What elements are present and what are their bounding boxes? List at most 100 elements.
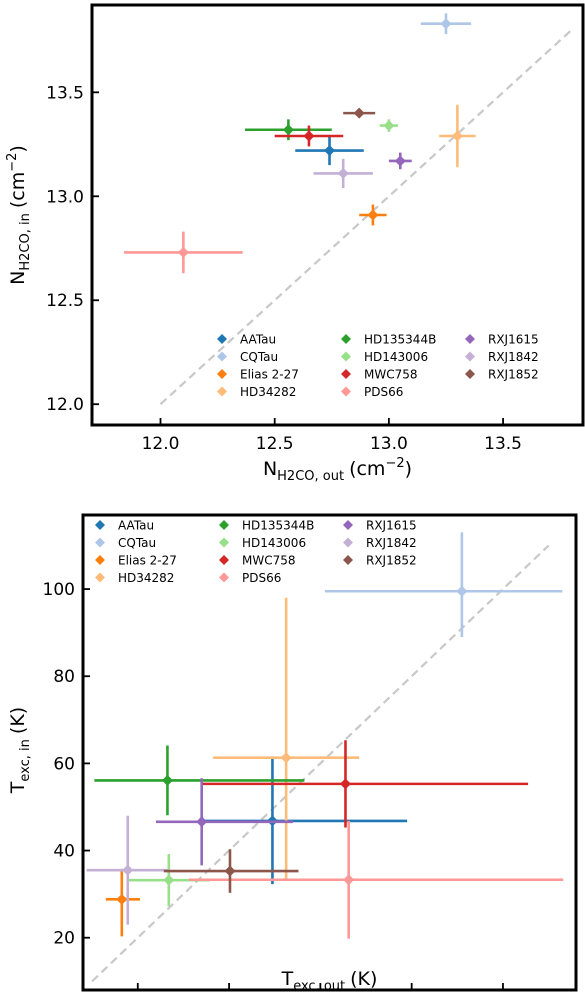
legend-marker (95, 537, 105, 548)
legend: AATau CQTau Elias 2-27 HD34282 HD135344B HD14… (217, 333, 539, 399)
data-point-elias-2-27 (105, 868, 141, 937)
legend-item: PDS66 (341, 385, 403, 399)
legend-item: RXJ1852 (465, 368, 539, 382)
legend-item: HD34282 (95, 571, 174, 585)
legend-marker (217, 369, 227, 379)
legend-marker (219, 520, 229, 530)
identity-line (91, 544, 550, 983)
legend-label: HD143006 (364, 350, 428, 364)
legend-label: PDS66 (242, 571, 281, 585)
y-tick-label: 20 (53, 929, 75, 949)
data-marker (163, 874, 175, 886)
legend-item: RXJ1842 (465, 350, 539, 364)
data-marker (451, 130, 463, 142)
x-axis-label-unit: (K) (350, 968, 377, 990)
data-marker (339, 778, 351, 790)
legend-marker (341, 386, 351, 397)
data-point-rxj1615 (156, 778, 293, 866)
data-point-pds66 (123, 231, 243, 274)
legend-marker (219, 537, 229, 548)
y-axis-label-superscript: −2 (5, 153, 20, 172)
legend-marker (341, 369, 351, 379)
legend-marker (219, 572, 229, 583)
legend-item: AATau (95, 519, 154, 533)
x-axis-label-unit: (cm (349, 458, 385, 480)
legend-marker (219, 555, 229, 565)
legend-marker (343, 520, 353, 530)
legend-item: CQTau (95, 536, 156, 550)
y-tick-label: 13.5 (46, 83, 84, 103)
data-marker (337, 167, 349, 179)
legend-marker (217, 351, 227, 362)
legend-marker (465, 334, 475, 344)
y-axis-label-main: N (7, 271, 29, 285)
legend-label: RXJ1852 (366, 554, 417, 568)
legend-label: AATau (240, 333, 276, 347)
legend-marker (465, 369, 475, 379)
legend-label: CQTau (118, 536, 156, 550)
data-marker (456, 585, 468, 597)
legend-item: PDS66 (219, 571, 281, 585)
legend-label: PDS66 (364, 385, 403, 399)
data-marker (177, 246, 189, 258)
data-marker (280, 752, 292, 764)
data-point-hd34282 (213, 597, 360, 880)
legend-item: Elias 2-27 (217, 368, 299, 382)
data-marker (440, 18, 452, 30)
x-axis-label: NH2CO, out (cm−2) (263, 456, 412, 484)
legend-marker (217, 386, 227, 397)
x-tick-label: 13.5 (484, 434, 522, 454)
data-point-hd143006 (379, 119, 399, 132)
data-point-mwc758 (274, 125, 344, 147)
y-tick-label: 100 (43, 580, 75, 600)
data-point-hd34282 (439, 104, 476, 168)
x-axis-label-main: N (263, 458, 277, 480)
legend-item: HD34282 (217, 385, 296, 399)
data-point-pds66 (188, 820, 564, 939)
x-axis-label-superscript: −2 (385, 456, 404, 471)
data-marker (367, 209, 379, 221)
data-marker (303, 130, 315, 142)
axes-frame (90, 3, 585, 427)
data-point-mwc758 (201, 740, 529, 828)
x-tick-label: 12.0 (142, 434, 180, 454)
legend-label: RXJ1615 (488, 333, 539, 347)
data-point-aatau (295, 135, 364, 166)
legend-item: AATau (217, 333, 276, 347)
legend-label: MWC758 (242, 554, 296, 568)
y-axis-label-unit: (K) (7, 707, 29, 734)
legend-label: HD34282 (240, 385, 296, 399)
legend-item: HD135344B (341, 333, 436, 347)
legend-marker (217, 334, 227, 344)
legend-label: RXJ1615 (366, 519, 417, 533)
x-axis-label-subscript: H2CO, out (277, 469, 344, 484)
data-marker (116, 893, 128, 905)
x-axis-label-main: T (281, 968, 294, 990)
legend-label: Elias 2-27 (240, 368, 299, 382)
data-point-hd135344b (94, 745, 305, 816)
legend-marker (343, 555, 353, 565)
legend-marker (343, 537, 353, 548)
legend-item: RXJ1852 (343, 554, 417, 568)
data-marker (224, 865, 236, 877)
legend-label: HD143006 (242, 536, 306, 550)
legend-label: HD34282 (118, 571, 174, 585)
x-axis-label: Texc, out (K) (281, 968, 378, 994)
x-tick-label: 13.0 (370, 434, 408, 454)
y-tick-label: 12.0 (46, 395, 84, 415)
legend-label: HD135344B (242, 519, 314, 533)
data-marker (383, 120, 395, 132)
data-marker (122, 864, 134, 876)
data-point-rxj1852 (163, 849, 299, 893)
legend-label: HD135344B (364, 333, 436, 347)
legend-marker (95, 520, 105, 530)
legend: AATau CQTau Elias 2-27 HD34282 HD135344B HD14… (95, 519, 417, 585)
data-point-elias-2-27 (359, 204, 387, 226)
legend-marker (341, 334, 351, 344)
data-marker (343, 874, 355, 886)
data-point-rxj1842 (313, 158, 373, 188)
data-point-rxj1852 (343, 107, 376, 119)
y-axis-label: Texc, in (K) (7, 707, 33, 794)
